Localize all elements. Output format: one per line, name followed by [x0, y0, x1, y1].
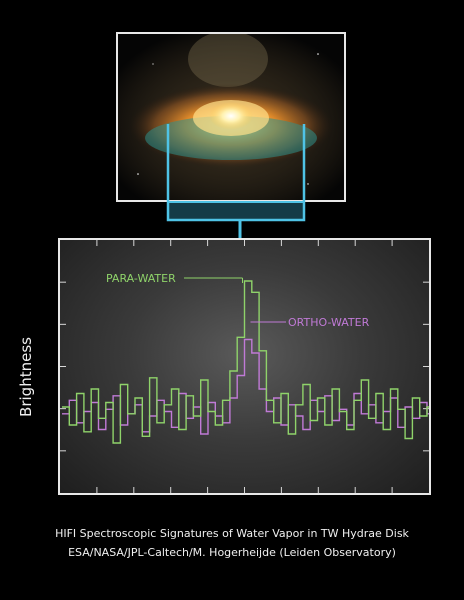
y-axis-label: Brightness [17, 337, 35, 417]
ortho-water-label: ORTHO-WATER [288, 316, 370, 329]
series-line-para-water [62, 280, 429, 444]
series-line-ortho-water [62, 338, 429, 435]
para-water-label: PARA-WATER [106, 272, 176, 285]
spectrum-svg: PARA-WATER ORTHO-WATER [60, 240, 429, 493]
spectrum-plot: PARA-WATER ORTHO-WATER [58, 238, 431, 495]
caption-credit: ESA/NASA/JPL-Caltech/M. Hogerheijde (Lei… [68, 546, 396, 559]
disk-illustration [116, 32, 346, 202]
caption-title: HIFI Spectroscopic Signatures of Water V… [55, 527, 409, 540]
